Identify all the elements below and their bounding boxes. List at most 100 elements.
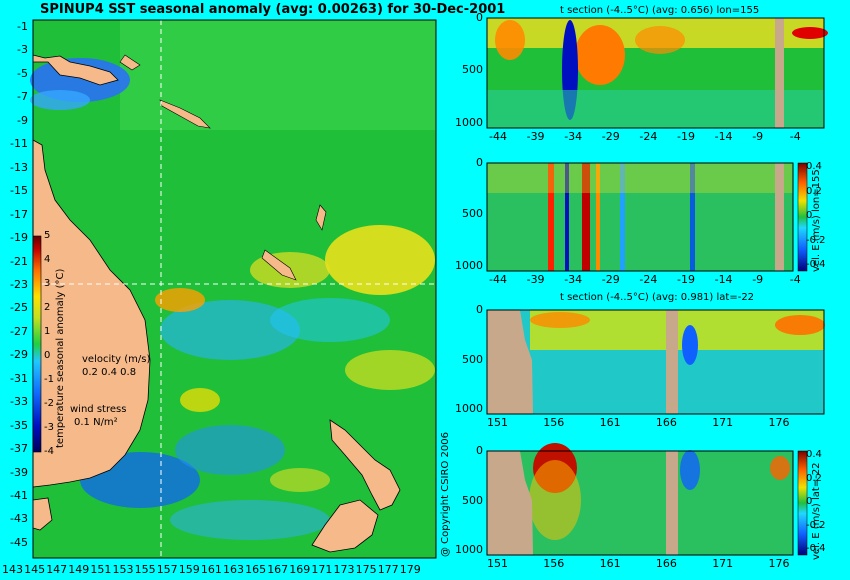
map-lat-tick: -27 <box>10 324 28 338</box>
panel-4-frame <box>486 450 794 556</box>
panel-1-frame <box>486 17 825 129</box>
panel-1-x-tick: -24 <box>639 130 658 143</box>
wind-legend-label: wind stress <box>70 404 127 415</box>
panel-4-x-tick: 156 <box>543 557 565 570</box>
map-lat-tick: -9 <box>17 113 28 127</box>
panel-1-plot <box>486 17 828 129</box>
panel-4-x-tick: 176 <box>768 557 790 570</box>
panel-2-colorbar-tick: 0.4 <box>806 161 822 172</box>
panel-2-band-5 <box>620 163 625 271</box>
panel-1-title: t section (-4..5°C) (avg: 0.656) lon=155 <box>560 5 760 16</box>
panel-2-colorbar-tick: -0.2 <box>806 234 826 246</box>
map-lat-tick: -25 <box>10 301 28 315</box>
warm-patch-southeast <box>345 350 435 390</box>
panel-2-x-tick: -34 <box>564 273 583 286</box>
vanuatu <box>315 204 327 231</box>
map-lat-tick: -33 <box>10 395 28 409</box>
map-lon-tick: 147 <box>46 563 68 576</box>
panel-3-frame <box>486 309 825 415</box>
panel-4-colorbar-tick: 0.4 <box>806 449 822 460</box>
panel-4-x-tick: 151 <box>487 557 508 570</box>
map-lon-tick: 159 <box>178 563 200 576</box>
panel-4-plot <box>486 443 794 556</box>
panel-2-band-4 <box>596 163 600 271</box>
panel-2-band-2 <box>565 163 569 271</box>
panel-2-y-tick: 1000 <box>455 258 483 272</box>
panel-2-colorbar-tick: 0.2 <box>806 185 822 197</box>
new-zealand-north-land <box>329 419 401 511</box>
panel-2-x-tick: -44 <box>489 273 507 286</box>
panel-2-x-tick: -29 <box>601 273 620 286</box>
australia-land <box>32 139 151 488</box>
cool-patch-tasman-north <box>160 300 300 360</box>
panel-3-title: t section (-4..5°C) (avg: 0.981) lat=-22 <box>560 292 755 303</box>
panel-1-x-tick: -9 <box>752 130 764 143</box>
map-lat-tick: -17 <box>10 207 28 221</box>
panel-4-colorbar-tick: 0.2 <box>806 472 822 484</box>
map-lon-tick: 145 <box>24 563 46 576</box>
panel-2-band-3 <box>582 163 590 271</box>
panel-3-x-tick: 166 <box>655 416 677 429</box>
panel-4-x-tick: 161 <box>599 557 621 570</box>
cool-patch-strait <box>30 90 90 110</box>
panel-2-x-tick: -14 <box>714 273 733 286</box>
map-lon-tick: 155 <box>134 563 156 576</box>
panel-4-colorbar-tick: -0.4 <box>806 543 826 554</box>
panel-4-colorbar-tick: 0 <box>806 496 813 507</box>
panel-2-x-tick: -19 <box>677 273 695 286</box>
copyright-label: @ Copyright CSIRO 2006 <box>440 432 451 557</box>
panel-3-x-tick: 161 <box>599 416 621 429</box>
panel-2-y-tick: 500 <box>462 207 483 221</box>
map-lon-tick: 149 <box>68 563 90 576</box>
panel-1-x-tick: -29 <box>601 130 620 143</box>
map-lon-tick: 161 <box>200 563 222 576</box>
map-lon-tick: 165 <box>245 563 267 576</box>
map-lat-tick: -5 <box>17 66 28 80</box>
panel-3-y-tick: 1000 <box>455 402 483 416</box>
panel-2-field <box>487 163 793 271</box>
panel-4-x-tick: 171 <box>712 557 734 570</box>
panel-2-band-1 <box>548 163 554 271</box>
map-lon-tick: 173 <box>333 563 355 576</box>
wind-legend-value: 0.1 N/m² <box>74 417 118 428</box>
panel-4-cold-core <box>680 450 700 490</box>
map-lat-tick: -43 <box>10 512 28 526</box>
map-plot <box>30 19 437 559</box>
panel-1-x-tick: -34 <box>564 130 583 143</box>
new-zealand-south-land <box>311 499 379 553</box>
map-lon-tick: 153 <box>112 563 134 576</box>
map-colorbar-tick: 4 <box>44 254 51 265</box>
map-colorbar-tick: -2 <box>44 398 54 409</box>
panel-4-land-mask-mid <box>666 451 678 555</box>
map-lon-tick: 167 <box>267 563 289 576</box>
panel-3-warm-east <box>775 315 825 335</box>
panel-2-x-tick: -24 <box>639 273 658 286</box>
panel-1-warm-west <box>495 20 525 60</box>
map-lat-tick: -37 <box>10 442 28 456</box>
warm-patch-east <box>325 225 435 295</box>
panel-2-plot <box>486 162 794 272</box>
anomaly-north-band <box>120 20 436 130</box>
panel-4-x-tick: 166 <box>655 557 677 570</box>
map-colorbar-tick: -3 <box>44 422 54 433</box>
map-lon-tick: 179 <box>399 563 421 576</box>
warm-patch-mid <box>180 388 220 412</box>
panel-1-y-tick: 0 <box>476 11 483 24</box>
panel-1-x-tick: -14 <box>714 130 733 143</box>
panel-3-x-tick: 176 <box>768 416 790 429</box>
map-lat-tick: -7 <box>17 90 28 104</box>
map-colorbar <box>32 235 42 453</box>
map-colorbar-label: temperature seasonal anomaly (°C) <box>55 268 66 448</box>
panel-2-x-tick: -4 <box>789 273 801 286</box>
panel-1-deep-layer <box>487 90 824 128</box>
panel-1-x-tick: -4 <box>789 130 801 143</box>
cool-patch-south <box>170 500 330 540</box>
panel-2-surface-layer <box>487 163 793 193</box>
panel-2-colorbar-tick: 0 <box>806 210 813 221</box>
panel-2-colorbar-label: vel. E (m/s) lon=155 <box>811 169 822 272</box>
panel-4-warm-east <box>770 456 790 480</box>
panel-2-y-tick: 0 <box>476 156 483 169</box>
cool-patch-tasman-south <box>175 425 285 475</box>
panel-1-land-mask <box>775 18 784 128</box>
